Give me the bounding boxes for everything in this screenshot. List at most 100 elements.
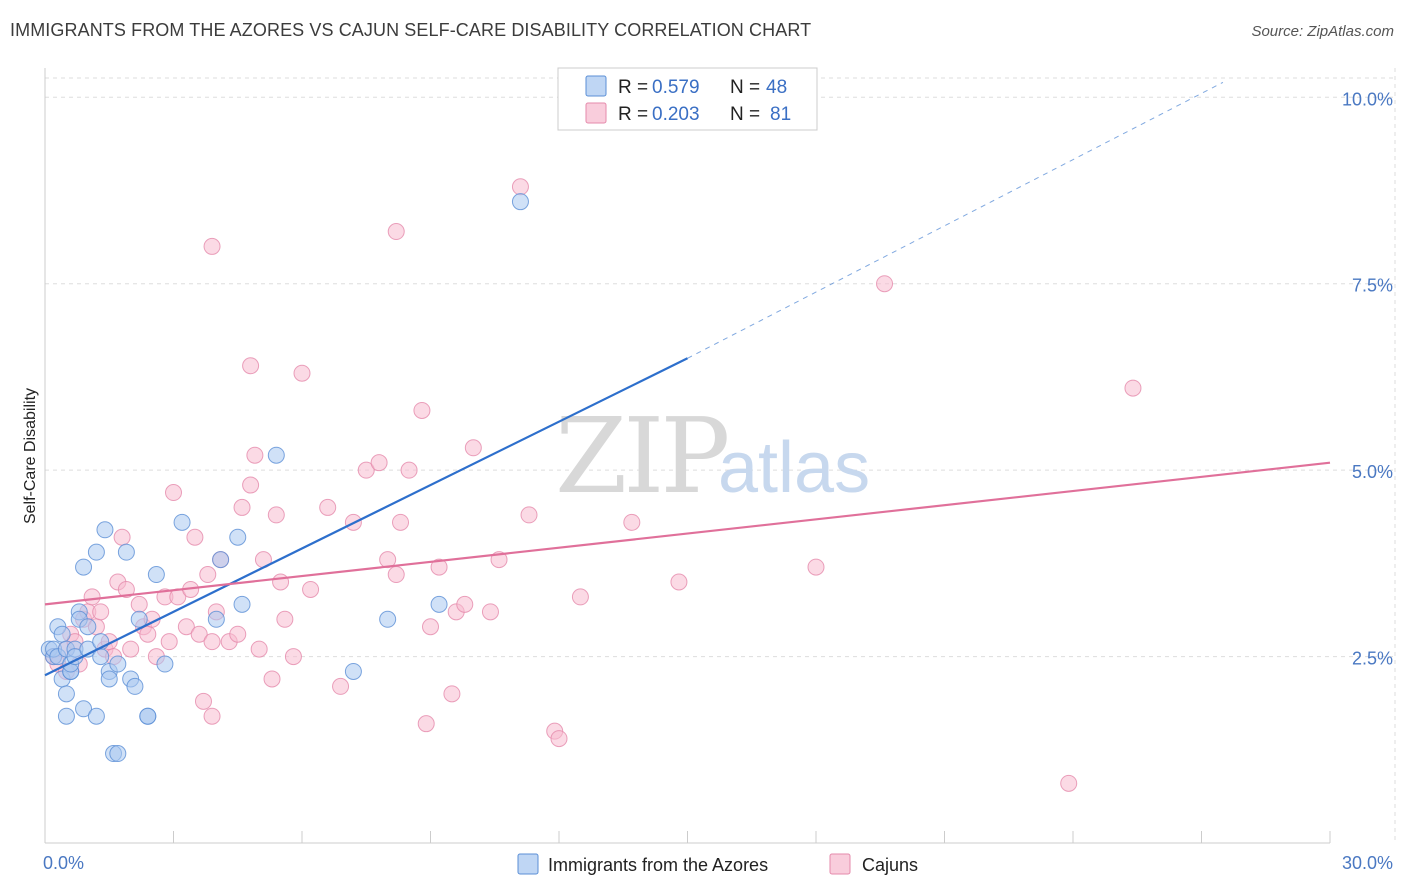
azores-point-33	[126, 677, 144, 695]
watermark: ZIP atlas	[555, 395, 870, 517]
azores-point-30	[109, 655, 127, 673]
cajun-point-58	[392, 513, 410, 531]
cajun-point-82	[387, 223, 405, 241]
cajun-point-11	[92, 603, 110, 621]
azores-point-29	[109, 745, 127, 763]
cajun-point-16	[113, 528, 131, 546]
x-tick-labels: 0.0% 30.0%	[43, 853, 1393, 873]
x-tick-label-0: 0.0%	[43, 853, 84, 873]
cajun-point-30	[186, 528, 204, 546]
cajun-point-28	[177, 618, 195, 636]
watermark-zip: ZIP	[555, 395, 727, 517]
y-axis-title: Self-Care Disability	[22, 388, 39, 524]
azores-point-27	[100, 670, 118, 688]
cajun-point-32	[194, 692, 212, 710]
cajun-point-74	[571, 588, 589, 606]
cajun-point-54	[357, 461, 375, 479]
axes	[44, 68, 1331, 844]
y-tick-label-1: 5.0%	[1352, 462, 1393, 482]
azores-point-19	[79, 618, 97, 636]
cajun-point-64	[443, 685, 461, 703]
cajun-point-63	[430, 558, 448, 576]
cajun-point-81	[203, 237, 221, 255]
azores-point-45	[344, 662, 362, 680]
series-legend-swatch-azores	[517, 853, 539, 875]
cajun-point-50	[302, 580, 320, 598]
cajun-point-48	[284, 648, 302, 666]
azores-point-31	[117, 543, 135, 561]
azores-point-38	[156, 655, 174, 673]
cajun-point-45	[267, 506, 285, 524]
cajun-point-41	[246, 446, 264, 464]
cajun-point-71	[520, 506, 538, 524]
azores-point-22	[87, 707, 105, 725]
cajun-point-57	[387, 566, 405, 584]
cajun-point-79	[1060, 774, 1078, 792]
cajun-point-59	[400, 461, 418, 479]
cajun-point-17	[117, 580, 135, 598]
cajun-point-18	[122, 640, 140, 658]
legend-n-label-cajuns: N =	[730, 104, 760, 125]
legend-n-value-cajuns: 81	[770, 104, 791, 125]
cajun-point-68	[481, 603, 499, 621]
azores-point-5	[53, 625, 71, 643]
legend-r-value-azores: 0.579	[652, 77, 700, 98]
cajun-point-62	[422, 618, 439, 636]
azores-point-17	[75, 700, 93, 718]
y-tick-label-3: 10.0%	[1342, 89, 1393, 109]
cajun-point-39	[233, 498, 251, 516]
azores-point-44	[267, 446, 285, 464]
cajun-point-51	[319, 498, 337, 516]
series-legend-label-azores: Immigrants from the Azores	[548, 855, 768, 875]
cajun-point-60	[413, 401, 431, 419]
azores-point-8	[57, 707, 75, 725]
cajun-point-42	[250, 640, 268, 658]
series-legend-label-cajuns: Cajuns	[862, 855, 918, 875]
cajun-point-44	[263, 670, 281, 688]
cajun-point-70	[511, 178, 529, 196]
azores-point-36	[139, 707, 157, 725]
cajun-point-80	[1124, 379, 1142, 397]
azores-point-9	[57, 685, 75, 703]
azores-point-37	[147, 566, 165, 584]
legend-n-value-azores: 48	[766, 77, 787, 98]
watermark-atlas: atlas	[718, 428, 870, 508]
legend-n-label-azores: N =	[730, 77, 760, 98]
cajun-point-9	[83, 588, 101, 606]
legend-r-label-cajuns: R =	[618, 104, 648, 125]
azores-point-48	[511, 193, 529, 211]
azores-points	[40, 193, 529, 763]
cajun-point-55	[370, 454, 388, 472]
cajun-point-26	[165, 484, 182, 502]
cajun-point-78	[876, 275, 894, 293]
legend-swatch-azores	[585, 75, 607, 97]
azores-point-18	[75, 558, 93, 576]
series-legend-swatch-cajuns	[829, 853, 851, 875]
y-tick-label-2: 7.5%	[1352, 276, 1393, 296]
legend-swatch-cajuns	[585, 102, 607, 124]
cajun-point-52	[332, 677, 350, 695]
azores-point-41	[212, 551, 230, 569]
legend-r-label-azores: R =	[618, 77, 648, 98]
cajun-point-46	[272, 573, 290, 591]
x-tick-label-1: 30.0%	[1342, 853, 1393, 873]
azores-point-42	[229, 528, 247, 546]
cajun-point-84	[203, 707, 221, 725]
cajun-point-61	[417, 715, 435, 733]
cajun-point-49	[293, 364, 311, 382]
cajun-point-40	[242, 476, 260, 494]
azores-point-46	[379, 610, 397, 628]
trend-lines	[44, 81, 1331, 677]
azores-point-21	[87, 543, 105, 561]
cajun-point-21	[139, 625, 157, 643]
cajun-point-25	[160, 633, 178, 651]
series-legend: Immigrants from the Azores Cajuns	[517, 853, 918, 875]
cajun-point-67	[464, 439, 482, 457]
cajun-point-38	[229, 625, 247, 643]
cajun-point-31	[190, 625, 208, 643]
cajun-point-83	[242, 357, 260, 375]
cajun-point-34	[203, 633, 221, 651]
cajun-point-47	[276, 610, 294, 628]
cajun-point-76	[670, 573, 688, 591]
cajun-point-66	[456, 595, 474, 613]
